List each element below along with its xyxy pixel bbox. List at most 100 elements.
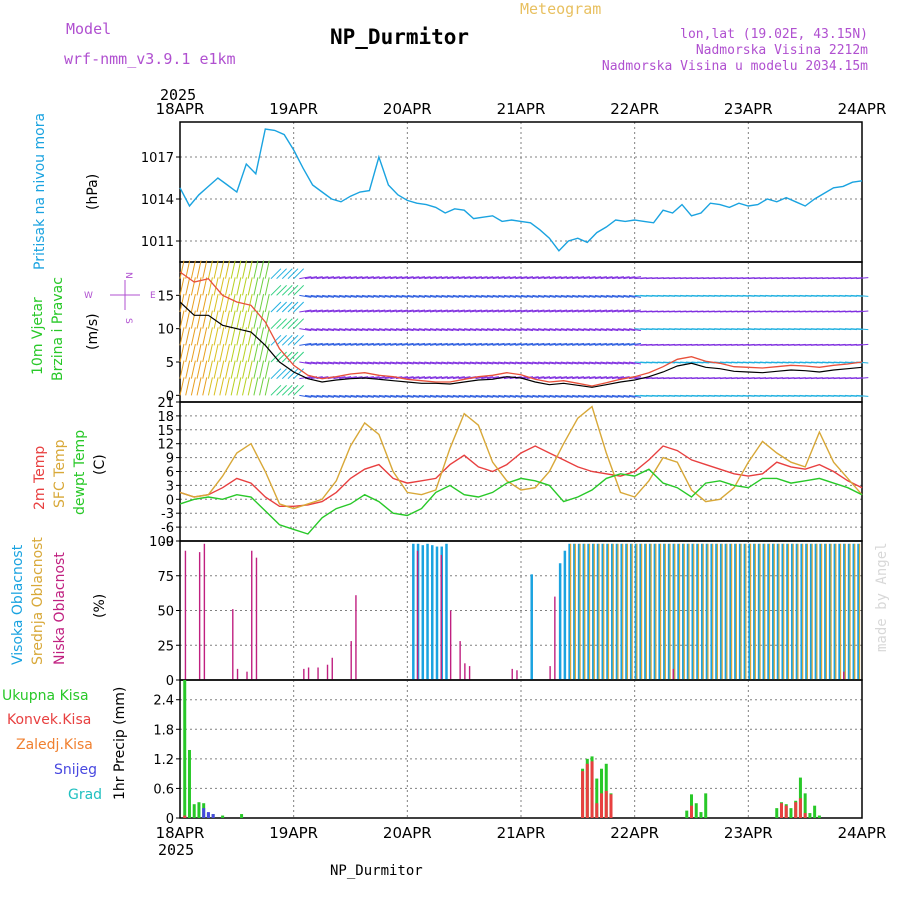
wind-arrow (498, 361, 511, 365)
wind-arrow (185, 377, 191, 396)
wind-arrow (515, 342, 528, 346)
wind-arrow (566, 361, 579, 365)
y-tick-label: 10 (157, 323, 174, 338)
mid-cloud-bar (678, 543, 681, 680)
pressure-series-label: Pritisak na nivou mora (32, 113, 48, 270)
y-tick-label: -9 (161, 535, 174, 550)
wind-arrow (537, 376, 551, 380)
temp-series-label-2m: 2m Temp (32, 446, 48, 510)
high-cloud-bar (824, 543, 827, 680)
wind-arrow (356, 328, 369, 332)
wind-arrow (628, 276, 642, 280)
total-precip-bar (694, 803, 698, 818)
wind-arrow (367, 276, 380, 280)
wind-arrow (617, 309, 630, 313)
wind-arrow (412, 376, 426, 380)
wind-arrow (475, 276, 488, 280)
wind-arrow (566, 294, 579, 298)
wind-arrow (327, 309, 340, 313)
wind-panel: 15 10 5 0 (157, 260, 869, 404)
wind-arrow (498, 294, 511, 298)
wind-arrow (327, 342, 340, 346)
wind-arrow (600, 294, 613, 298)
wind-arrow (242, 360, 248, 379)
wind-arrow (600, 342, 613, 346)
wind-arrow (583, 342, 596, 346)
wind-arrow (418, 394, 431, 398)
wind-arrow (594, 309, 607, 313)
wind-arrow (264, 293, 270, 313)
low-cloud-bar (246, 671, 248, 680)
wind-arrow (617, 394, 630, 398)
wind-arrow (310, 342, 323, 346)
wind-arrow (429, 376, 443, 380)
y-tick-label: 15 (157, 424, 174, 439)
wind-arrow (322, 361, 335, 365)
wind-arrow (361, 328, 374, 332)
wind-arrow (594, 394, 607, 398)
high-cloud-bar (762, 543, 765, 680)
wind-arrow (594, 294, 607, 298)
wind-arrow (287, 368, 299, 380)
wind-arrow (856, 328, 869, 331)
wind-arrow (532, 294, 545, 298)
wind-arrow (350, 309, 363, 313)
low-cloud-bar (843, 671, 845, 680)
wind-arrow (344, 361, 357, 365)
wind-arrow (299, 309, 312, 313)
model-name: wrf-nmm_v3.9.1 e1km (64, 50, 236, 68)
wind-arrow (224, 327, 230, 346)
wind-arrow (543, 376, 556, 380)
wind-arrow (458, 309, 471, 313)
pressure-line (179, 128, 863, 252)
wind-arrow (583, 361, 596, 365)
wind-arrow (196, 360, 202, 379)
wind-arrow (543, 309, 556, 313)
conv-precip-bar (581, 771, 585, 818)
wind-arrow (492, 309, 505, 313)
wind-arrow (537, 361, 551, 365)
wind-arrow (560, 376, 573, 380)
wind-arrow (401, 394, 414, 398)
wind-arrow (418, 376, 431, 380)
wind-arrow (447, 342, 460, 346)
mid-cloud-bar (731, 543, 733, 680)
precip-label-graupel: Grad (68, 787, 102, 803)
wind-arrow (486, 276, 499, 280)
wind-arrow (532, 376, 545, 380)
wind-arrow (486, 294, 499, 298)
wind-arrow (185, 343, 191, 363)
wind-arrow (520, 309, 534, 313)
wind-arrow (259, 277, 265, 296)
wind-arrow (253, 310, 259, 329)
wind-arrow (179, 260, 185, 279)
wind-arrow (179, 310, 185, 329)
wind-arrow (475, 309, 488, 313)
high-cloud-bar (644, 543, 647, 680)
wind-arrow (412, 276, 426, 280)
temp-series-label-dewpt: dewpt Temp (72, 430, 88, 515)
wind-arrow (577, 394, 590, 398)
credit-text: made by Angel (874, 542, 890, 652)
wind-arrow (344, 342, 357, 346)
wind-arrow (617, 328, 630, 332)
high-cloud-bar (648, 543, 651, 680)
wind-arrow (589, 309, 602, 313)
wind-arrow (281, 284, 293, 296)
wind-arrow (481, 361, 494, 365)
wind-arrow (339, 309, 352, 313)
wind-arrow (236, 360, 242, 379)
wind-arrow (373, 394, 386, 398)
low-cloud-bar (449, 610, 452, 680)
wind-arrow (207, 310, 213, 329)
wind-arrow (344, 376, 357, 380)
wind-arrow (412, 294, 426, 298)
mid-cloud-bar (768, 543, 771, 680)
high-cloud-bar (700, 543, 703, 680)
low-cloud-bar (255, 557, 258, 680)
wind-arrow (322, 394, 335, 398)
mid-cloud-bar (726, 543, 728, 680)
wind-arrow (520, 342, 534, 346)
wind-arrow (475, 361, 488, 365)
wind-arrow (390, 328, 403, 332)
